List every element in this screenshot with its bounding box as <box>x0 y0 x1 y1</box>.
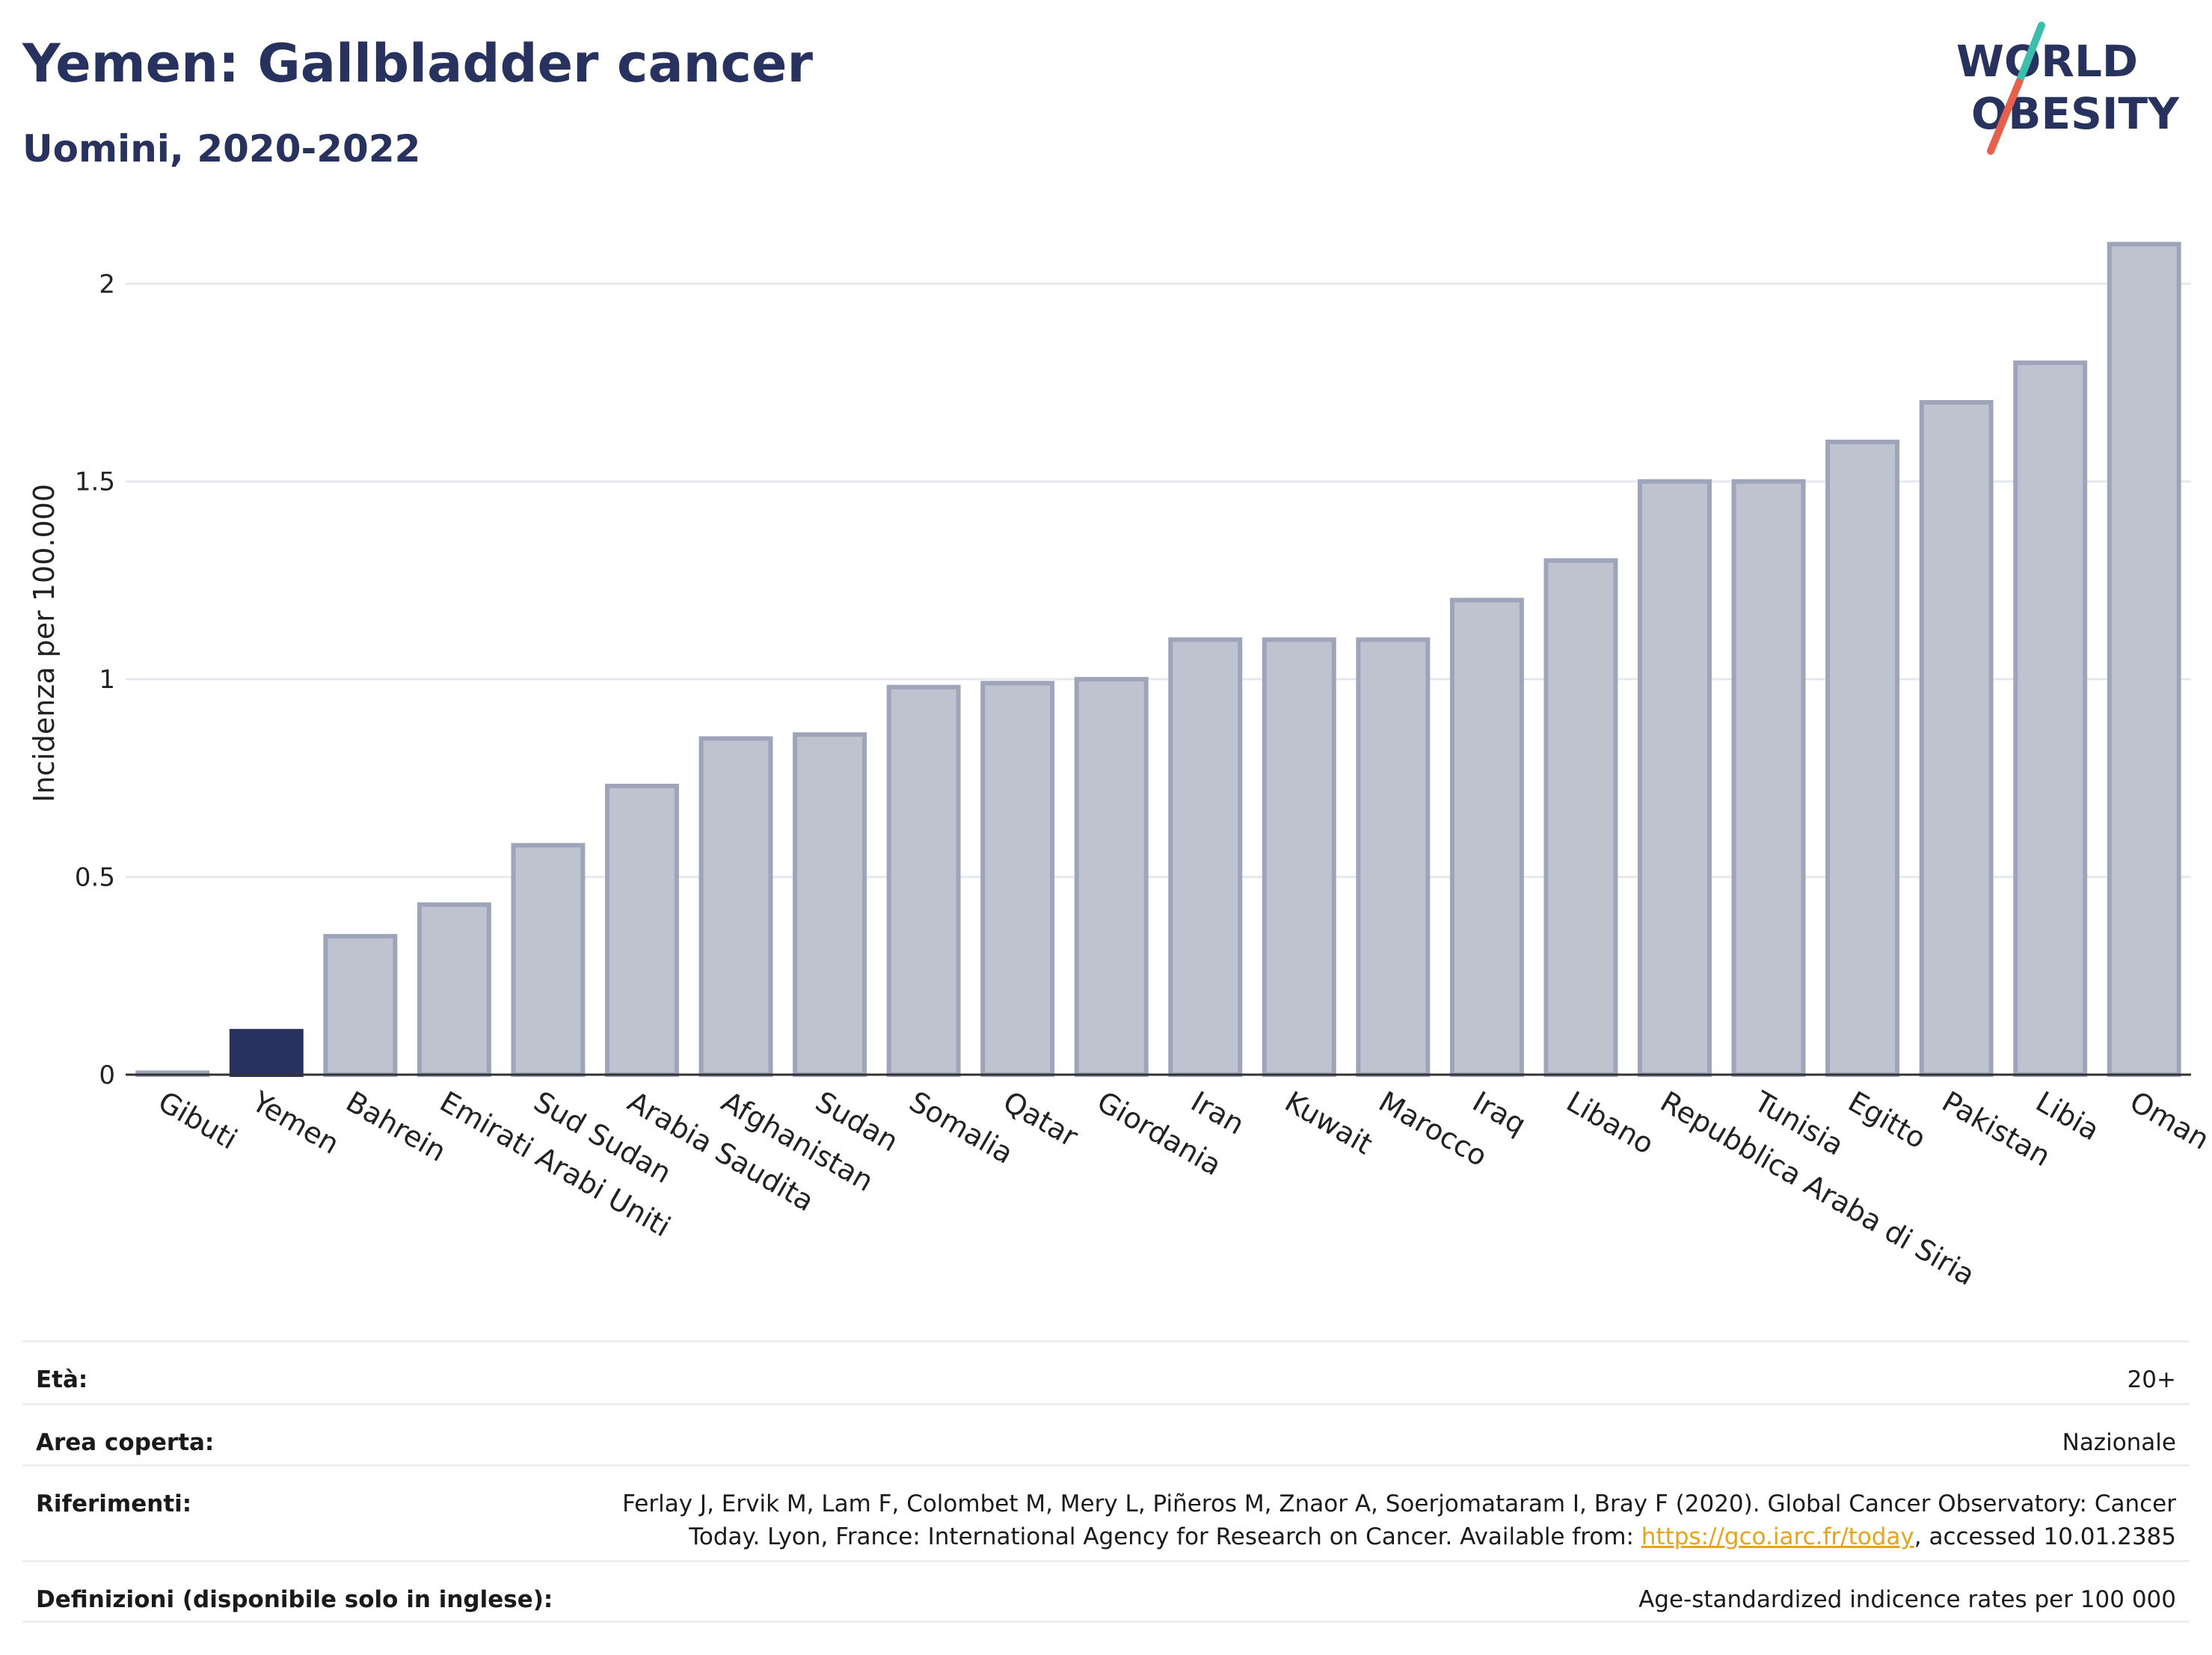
x-tick-label: Kuwait <box>1279 1085 1378 1161</box>
bar-iraq <box>1449 598 1524 1077</box>
y-tick-label: 1 <box>99 665 115 695</box>
bar-egitto <box>1825 439 1900 1077</box>
x-tick-label: Iran <box>1185 1085 1250 1141</box>
bar-kuwait <box>1262 637 1336 1077</box>
y-tick-label: 0.5 <box>75 863 115 893</box>
x-tick-label: Iraq <box>1467 1085 1531 1141</box>
bar-libano <box>1543 558 1618 1077</box>
x-tick-label: Yemen <box>246 1084 345 1161</box>
bars <box>135 242 2181 1078</box>
bar-qatar <box>980 681 1055 1077</box>
x-tick-label: Libano <box>1561 1085 1659 1161</box>
meta-value-definitions: Age-standardized indicence rates per 100… <box>1638 1586 2176 1613</box>
meta-value-age: 20+ <box>2127 1366 2176 1393</box>
meta-value-references: Ferlay J, Ervik M, Lam F, Colombet M, Me… <box>622 1487 2176 1553</box>
y-tick-label: 0 <box>99 1060 115 1090</box>
meta-label-age: Età: <box>36 1366 88 1393</box>
bar-tunisia <box>1731 479 1806 1077</box>
x-tick-label: Egitto <box>1843 1085 1932 1155</box>
x-tick-label: Somalia <box>904 1085 1019 1170</box>
x-tick-label: Gibuti <box>153 1085 242 1156</box>
bar-yemen <box>229 1028 304 1077</box>
logo-text-world: WORLD <box>1956 36 2138 87</box>
bar-somalia <box>886 684 961 1077</box>
logo-slash-bottom <box>1987 79 2023 155</box>
reference-link[interactable]: https://gco.iarc.fr/today <box>1641 1523 1914 1550</box>
meta-label-area: Area coperta: <box>36 1429 215 1456</box>
bar-iran <box>1168 637 1243 1077</box>
meta-row-age: Età: 20+ <box>22 1340 2190 1403</box>
reference-line-2-end: , accessed 10.01.2385 <box>1914 1523 2176 1550</box>
meta-row-references: Riferimenti: Ferlay J, Ervik M, Lam F, C… <box>22 1464 2190 1560</box>
reference-line-1: Ferlay J, Ervik M, Lam F, Colombet M, Me… <box>622 1490 2176 1517</box>
bar-arabia-saudita <box>605 783 679 1077</box>
y-tick-label: 2 <box>99 269 115 299</box>
bar-sud-sudan <box>511 843 586 1077</box>
chart-title: Yemen: Gallbladder cancer <box>22 33 814 94</box>
bar-libia <box>2013 360 2088 1077</box>
bar-bahrein <box>323 933 398 1077</box>
meta-label-references: Riferimenti: <box>36 1490 192 1517</box>
bar-oman <box>2107 242 2181 1077</box>
chart-subtitle: Uomini, 2020-2022 <box>22 127 421 171</box>
bar-sudan <box>793 732 867 1077</box>
bar-pakistan <box>1919 399 1994 1077</box>
x-tick-label: Pakistan <box>1937 1085 2056 1173</box>
logo-slash-top <box>2015 22 2045 86</box>
x-tick-label: Bahrein <box>340 1085 452 1168</box>
world-obesity-logo: WORLD OBESITY <box>1956 22 2180 155</box>
meta-value-area: Nazionale <box>2062 1429 2176 1456</box>
bar-afghanistan <box>698 736 773 1077</box>
bar-giordania <box>1074 677 1149 1077</box>
bar-emirati-arabi-uniti <box>417 902 491 1077</box>
x-tick-label: Marocco <box>1373 1085 1493 1173</box>
reference-line-2-start: Today. Lyon, France: International Agenc… <box>689 1523 1641 1550</box>
metadata-table: Età: 20+ Area coperta: Nazionale Riferim… <box>22 1340 2190 1623</box>
meta-row-definitions: Definizioni (disponibile solo in inglese… <box>22 1560 2190 1623</box>
y-tick-label: 1.5 <box>75 467 115 497</box>
meta-label-definitions: Definizioni (disponibile solo in inglese… <box>36 1586 553 1613</box>
y-axis-label: Incidenza per 100.000 <box>28 484 61 802</box>
bar-marocco <box>1356 637 1431 1077</box>
meta-row-area: Area coperta: Nazionale <box>22 1403 2190 1464</box>
x-tick-label: Oman <box>2125 1085 2212 1156</box>
bar-repubblica-araba-di-siria <box>1638 479 1712 1077</box>
